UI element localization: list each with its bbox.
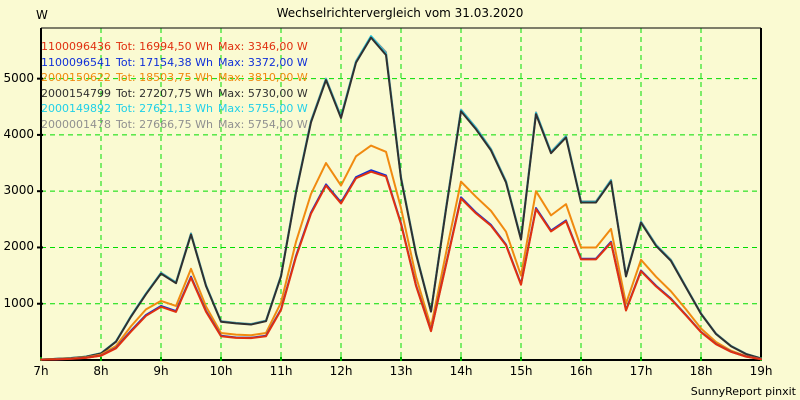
legend-serial: 2000150622 [41,71,111,84]
legend-max: Max: 5754,00 W [217,117,308,131]
legend-max: Max: 5730,00 W [217,86,308,100]
legend-serial: 1100096541 [41,55,111,69]
legend-serial: 2000149892 [41,102,111,115]
legend-entry[interactable]: 2000154799 Tot: 27207,75 Wh Max: 5730,00 W [41,86,308,101]
legend-max: Max: 3810,00 W [217,71,308,84]
series-line-2000150622 [40,144,762,361]
footer-credit: SunnyReport pinxit [690,385,796,398]
y-axis-unit-label: W [36,8,48,22]
legend-max: Max: 3372,00 W [217,55,308,69]
series-lines [40,35,762,361]
legend-entry[interactable]: 1100096541 Tot: 17154,38 Wh Max: 3372,00 W [41,55,308,70]
series-line-2000154799 [40,36,762,361]
legend-serial: 1100096436 [41,40,111,53]
legend-entry[interactable]: 2000149892 Tot: 27621,13 Wh Max: 5755,00 W [41,101,308,116]
series-line-1100096436 [40,170,762,361]
chart-title: Wechselrichtervergleich vom 31.03.2020 [276,6,524,20]
legend-total: Tot: 27207,75 Wh [116,86,213,100]
legend-total: Tot: 27621,13 Wh [116,102,213,115]
legend-entry[interactable]: 1100096436 Tot: 16994,50 Wh Max: 3346,00 W [41,39,308,54]
legend-serial: 2000001478 [41,117,111,131]
legend-entry[interactable]: 2000150622 Tot: 18503,75 Wh Max: 3810,00 W [41,70,308,85]
legend-entry[interactable]: 2000001478 Tot: 27666,75 Wh Max: 5754,00 W [41,117,308,132]
axis-lines [37,27,762,361]
legend-total: Tot: 27666,75 Wh [116,117,213,131]
legend-total: Tot: 16994,50 Wh [116,40,213,53]
legend-total: Tot: 17154,38 Wh [116,55,213,69]
legend-total: Tot: 18503,75 Wh [116,71,213,84]
legend-serial: 2000154799 [41,86,111,100]
legend-max: Max: 5755,00 W [217,102,308,115]
legend-max: Max: 3346,00 W [217,40,308,53]
